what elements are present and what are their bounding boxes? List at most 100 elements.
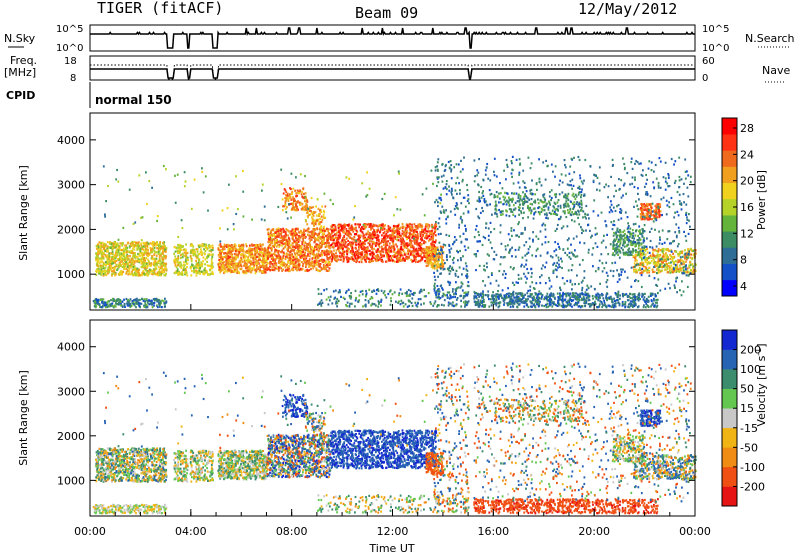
power-cell <box>325 243 328 246</box>
power-cell <box>289 260 292 263</box>
power-cell <box>115 256 117 259</box>
power-cell <box>147 251 149 254</box>
power-cell <box>111 252 114 256</box>
power-cell <box>302 240 305 243</box>
power-cell <box>227 251 230 254</box>
power-cell <box>350 302 353 305</box>
power-cell <box>377 238 380 241</box>
power-cell <box>428 239 430 242</box>
power-cell <box>415 241 418 244</box>
power-cell <box>143 251 146 254</box>
power-cell <box>223 266 226 269</box>
power-cell <box>257 262 259 265</box>
power-cell <box>156 241 158 244</box>
power-cell <box>292 259 295 262</box>
power-cell <box>413 223 416 226</box>
power-cell <box>322 267 324 270</box>
power-cell <box>115 302 117 305</box>
power-cell <box>371 232 374 235</box>
power-cell <box>371 243 374 246</box>
power-cell <box>131 262 133 265</box>
power-cell <box>245 250 248 253</box>
power-cell <box>231 270 233 273</box>
power-cell <box>228 265 230 268</box>
power-cell <box>98 265 100 268</box>
power-cell <box>302 238 305 241</box>
power-cell <box>145 269 147 272</box>
power-cell <box>365 295 367 298</box>
power-cell <box>236 256 239 259</box>
power-cell <box>413 257 416 260</box>
power-cell <box>100 249 103 252</box>
power-cell <box>322 258 325 261</box>
power-cell <box>130 251 133 254</box>
power-cell <box>153 246 156 249</box>
power-cell <box>345 304 347 307</box>
power-cell <box>119 299 122 302</box>
power-cell <box>384 234 387 237</box>
power-cell <box>99 245 101 248</box>
power-cell <box>220 250 223 253</box>
power-cell <box>149 269 152 272</box>
power-cell <box>322 260 325 264</box>
power-cell <box>306 242 308 246</box>
power-cell <box>361 289 364 293</box>
power-cell <box>413 254 415 258</box>
power-cell <box>298 263 300 266</box>
power-cell <box>292 255 295 259</box>
power-cell <box>158 245 161 248</box>
power-cell <box>163 264 166 267</box>
power-cell <box>332 245 335 248</box>
power-cell <box>283 229 285 232</box>
power-cell <box>277 251 280 254</box>
power-cell <box>260 244 263 247</box>
power-cell <box>287 256 290 259</box>
power-cell <box>195 263 198 266</box>
power-cell <box>109 259 112 262</box>
power-cell <box>237 250 240 253</box>
power-cell <box>264 269 267 272</box>
power-cell <box>389 226 392 229</box>
power-cell <box>203 269 206 272</box>
power-cell <box>129 260 132 263</box>
power-cell <box>211 255 214 258</box>
power-cell <box>389 289 392 292</box>
nsearch-tick-top: 10^5 <box>702 24 729 35</box>
power-cell <box>287 199 290 202</box>
power-cell <box>298 259 301 262</box>
power-cell <box>257 267 260 270</box>
power-cell <box>304 200 306 203</box>
power-cell <box>255 270 258 273</box>
power-cell <box>238 249 241 252</box>
power-cell <box>277 230 280 233</box>
power-cell <box>112 246 115 249</box>
power-cell <box>384 245 387 248</box>
power-cell <box>278 243 281 247</box>
power-cell <box>154 260 157 263</box>
power-cell <box>342 237 344 240</box>
power-cell <box>265 253 268 256</box>
nsearch-tick-bottom: 10^0 <box>702 43 729 54</box>
power-cell <box>229 263 232 266</box>
power-cell <box>160 271 163 274</box>
power-cell <box>394 225 397 228</box>
power-cell <box>143 259 146 262</box>
power-cell <box>463 291 466 294</box>
power-cell <box>177 264 179 267</box>
nsky-series <box>90 27 695 49</box>
power-cell <box>282 255 285 258</box>
power-cell <box>287 234 290 237</box>
power-cell <box>155 267 158 270</box>
power-cell <box>189 244 192 247</box>
power-cell <box>119 264 122 267</box>
power-cell <box>131 242 134 245</box>
power-cell <box>249 250 252 253</box>
power-cell <box>322 242 325 245</box>
power-cell <box>439 245 442 248</box>
power-cell <box>189 249 192 252</box>
power-cell <box>454 295 456 299</box>
power-cell <box>284 257 287 261</box>
power-cell <box>329 255 332 258</box>
power-cell <box>301 256 303 259</box>
power-cell <box>301 234 303 237</box>
